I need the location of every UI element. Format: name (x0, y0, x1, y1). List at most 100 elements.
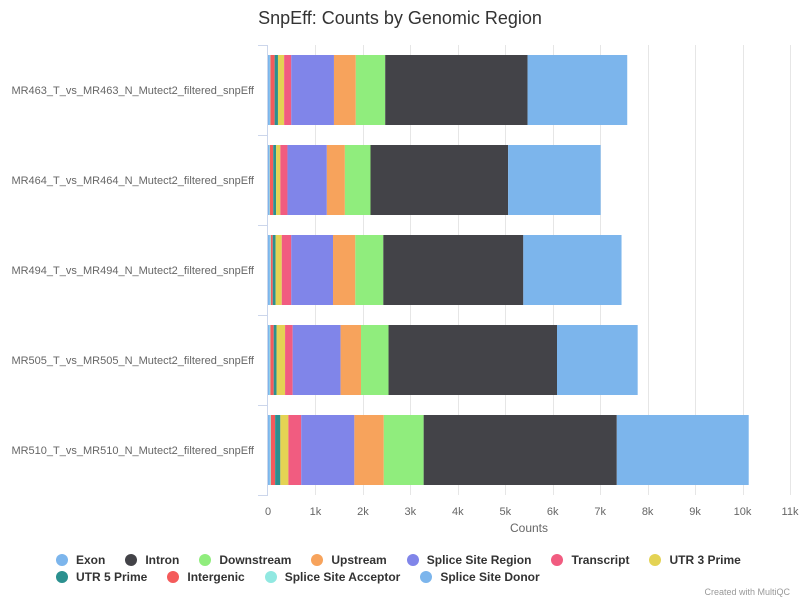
bar-segment[interactable] (361, 325, 389, 395)
legend-marker-icon (125, 553, 138, 566)
bar-segment[interactable] (277, 55, 285, 125)
bar-segment[interactable] (354, 415, 384, 485)
legend-row: Exon Intron Downstream Upstream Splice Site … (56, 552, 776, 567)
legend-item[interactable]: Splice Site Region (406, 552, 532, 567)
bar-segment[interactable] (281, 235, 292, 305)
x-tick-label: 1k (310, 506, 322, 518)
bar-segment[interactable] (344, 145, 371, 215)
bar-segment[interactable] (291, 55, 334, 125)
bar-segment[interactable] (340, 325, 362, 395)
bar-segment[interactable] (616, 415, 749, 485)
x-tick-label: 3k (405, 506, 417, 518)
bar-segment[interactable] (326, 145, 345, 215)
legend-item[interactable]: UTR 5 Prime (56, 570, 147, 584)
category-label: MR510_T_vs_MR510_N_Mutect2_filtered_snpE… (11, 445, 254, 457)
bar-segment[interactable] (268, 145, 270, 215)
bar-segment[interactable] (270, 415, 276, 485)
bar-segment[interactable] (272, 235, 276, 305)
legend-item[interactable]: Splice Site Acceptor (264, 569, 401, 584)
bar-segment[interactable] (333, 55, 356, 125)
x-axis-label: Counts (510, 521, 548, 535)
bar-segment[interactable] (270, 235, 273, 305)
credit-text: Created with MultiQC (704, 587, 790, 597)
x-tick-label: 0 (265, 506, 271, 518)
legend-marker-icon (420, 570, 433, 583)
bar-segment[interactable] (355, 55, 386, 125)
bar-segment[interactable] (333, 235, 356, 305)
bar-segment[interactable] (276, 325, 286, 395)
legend-item[interactable]: Upstream (311, 553, 387, 567)
bar-segment[interactable] (355, 235, 384, 305)
bar-segment[interactable] (273, 145, 277, 215)
bar-segment[interactable] (385, 55, 528, 125)
x-tick-label: 6k (547, 506, 559, 518)
legend-marker-icon (56, 570, 68, 583)
bar-segment[interactable] (268, 235, 270, 305)
legend-label: Exon (76, 552, 106, 567)
bar-segment[interactable] (383, 235, 524, 305)
bar-segment[interactable] (388, 325, 557, 395)
legend-label: UTR 3 Prime (669, 552, 741, 567)
bar-segment[interactable] (287, 145, 327, 215)
bar-segment[interactable] (268, 55, 270, 125)
bar-segment[interactable] (523, 235, 622, 305)
x-tick-label: 8k (642, 506, 654, 518)
legend-label: Intergenic (187, 569, 245, 584)
bar-segment[interactable] (270, 325, 274, 395)
bar-segment[interactable] (280, 415, 289, 485)
bar-segment[interactable] (556, 325, 638, 395)
bar-segment[interactable] (269, 325, 271, 395)
bar-segment[interactable] (274, 55, 278, 125)
bar-segment[interactable] (284, 55, 292, 125)
bar-segment[interactable] (270, 55, 275, 125)
legend-marker-icon (311, 553, 324, 566)
bar-segment[interactable] (275, 415, 281, 485)
legend-marker-icon (406, 553, 419, 566)
legend-item[interactable]: Intron (125, 553, 179, 567)
legend-item[interactable]: Exon (56, 553, 105, 567)
legend-label: Splice Site Acceptor (284, 569, 401, 584)
legend-marker-icon (264, 570, 277, 583)
bar-segment[interactable] (301, 415, 355, 485)
x-tick-label: 5k (499, 506, 511, 518)
bar-segment[interactable] (275, 235, 282, 305)
x-tick-label: 2k (357, 506, 369, 518)
bar-segment[interactable] (423, 415, 617, 485)
legend-item[interactable]: Downstream (199, 553, 291, 567)
category-label: MR464_T_vs_MR464_N_Mutect2_filtered_snpE… (11, 175, 254, 187)
legend-label: UTR 5 Prime (76, 569, 148, 584)
x-tick-label: 11k (782, 506, 799, 518)
bar-segment[interactable] (527, 55, 628, 125)
legend-row: UTR 5 Prime Intergenic Splice Site Accepto… (56, 569, 776, 584)
bar-segment[interactable] (269, 145, 274, 215)
x-tick-label: 4k (452, 506, 464, 518)
bar-segment[interactable] (269, 235, 271, 305)
legend-marker-icon (199, 553, 212, 566)
bar-segment[interactable] (269, 415, 271, 485)
axes: 0 1k 2k 3k 4k 5k 6k 7k 8k 9k 10k 11k MR463_T_vs_MR46… (11, 45, 799, 518)
x-tick-label: 9k (689, 506, 701, 518)
legend-item[interactable]: Intergenic (167, 569, 245, 584)
legend-label: Splice Site Donor (440, 569, 540, 584)
bar-segment[interactable] (273, 325, 277, 395)
legend: Exon Intron Downstream Upstream Splice Site … (56, 552, 776, 586)
bar-segment[interactable] (383, 415, 424, 485)
category-label: MR494_T_vs_MR494_N_Mutect2_filtered_snpE… (11, 265, 254, 277)
bar-segment[interactable] (276, 145, 281, 215)
legend-marker-icon (167, 570, 180, 583)
bar-segment[interactable] (288, 415, 302, 485)
legend-item[interactable]: Splice Site Donor (420, 569, 540, 584)
bar-segment[interactable] (292, 325, 341, 395)
bar-segment[interactable] (291, 235, 334, 305)
legend-label: Splice Site Region (426, 552, 532, 567)
bar-segment[interactable] (370, 145, 509, 215)
legend-marker-icon (649, 553, 662, 566)
legend-item[interactable]: Transcript (551, 553, 629, 567)
bar-segment[interactable] (280, 145, 288, 215)
bar-segment[interactable] (285, 325, 293, 395)
bar-segment[interactable] (268, 415, 270, 485)
bar-segment[interactable] (508, 145, 601, 215)
legend-item[interactable]: UTR 3 Prime (649, 552, 741, 567)
bar-segment[interactable] (268, 325, 270, 395)
